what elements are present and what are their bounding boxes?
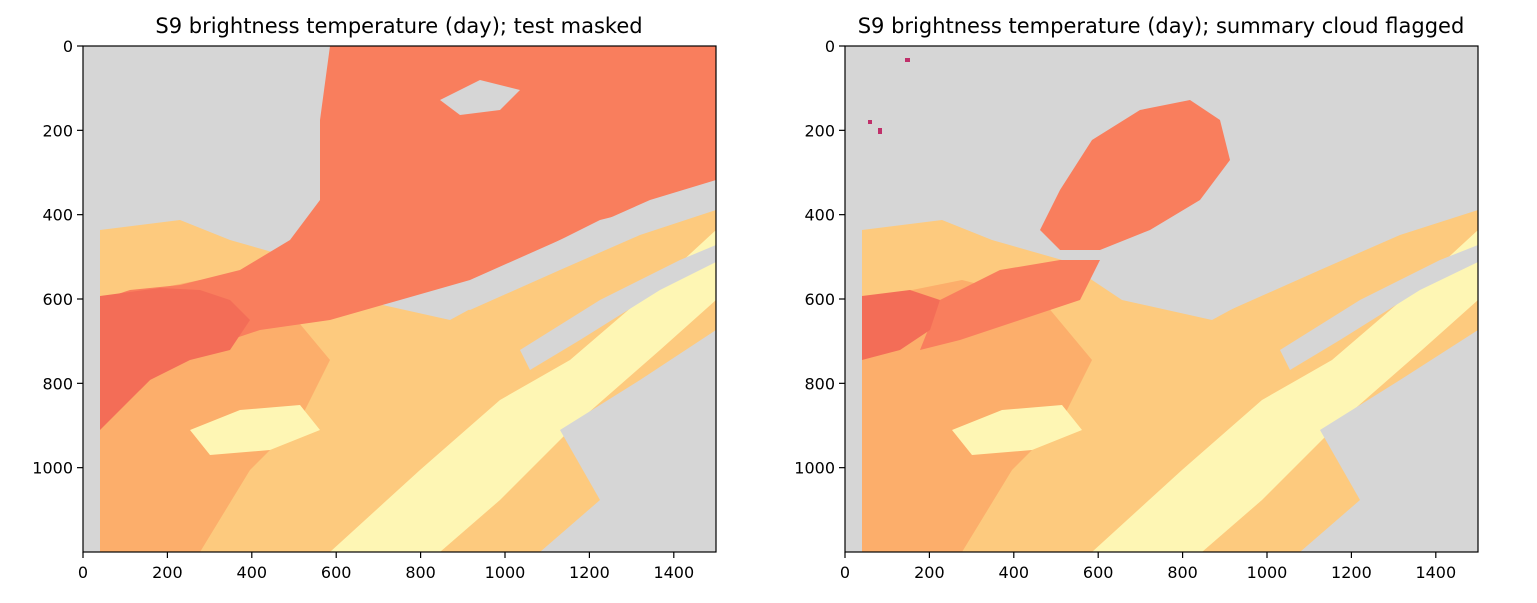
y-tick-label: 600 xyxy=(804,290,835,309)
axis-ticks: 0 200 400 600 800 1000 1200 1400 0 200 400 600 800 10… xyxy=(794,37,1456,582)
hot-region xyxy=(1092,230,1478,552)
masked-cloud xyxy=(520,245,716,370)
y-tick-label: 200 xyxy=(42,121,73,140)
masked-cloud xyxy=(845,46,1082,230)
masked-cloud xyxy=(440,80,520,115)
y-tick-label: 0 xyxy=(63,37,73,56)
masked-cloud xyxy=(1240,46,1478,210)
x-tick-label: 600 xyxy=(1083,563,1114,582)
y-tick-label: 800 xyxy=(42,374,73,393)
x-tick-label: 200 xyxy=(152,563,183,582)
x-tick-label: 200 xyxy=(914,563,945,582)
panel-test-masked: S9 brightness temperature (day); test ma… xyxy=(32,14,717,582)
heatmap-image xyxy=(83,46,716,552)
masked-cloud xyxy=(83,46,320,230)
axis-ticks: 0 200 400 600 800 1000 1200 1400 0 200 400 600 800 10… xyxy=(32,37,694,582)
x-tick-label: 400 xyxy=(999,563,1030,582)
masked-cloud xyxy=(430,190,716,310)
heatmap-image xyxy=(845,46,1478,552)
masked-cloud xyxy=(1280,245,1478,370)
chart-title: S9 brightness temperature (day); summary… xyxy=(858,14,1465,38)
sea-region xyxy=(920,260,1100,350)
x-tick-label: 1200 xyxy=(569,563,610,582)
x-tick-label: 1000 xyxy=(485,563,526,582)
y-tick-label: 400 xyxy=(42,206,73,225)
masked-cloud xyxy=(1190,190,1478,310)
y-tick-label: 400 xyxy=(804,206,835,225)
x-tick-label: 0 xyxy=(78,563,88,582)
masked-cloud xyxy=(845,230,862,552)
x-tick-label: 1200 xyxy=(1331,563,1372,582)
hot-region xyxy=(330,230,716,552)
x-tick-label: 1400 xyxy=(653,563,694,582)
x-tick-label: 1400 xyxy=(1415,563,1456,582)
sea-region-dark xyxy=(862,290,940,360)
sea-region-dark xyxy=(100,288,250,430)
x-tick-label: 0 xyxy=(840,563,850,582)
sea-region xyxy=(1040,100,1230,250)
sea-region xyxy=(100,46,716,420)
land-region-coast xyxy=(862,280,1092,552)
x-tick-label: 400 xyxy=(237,563,268,582)
masked-cloud xyxy=(540,330,716,552)
y-tick-label: 600 xyxy=(42,290,73,309)
y-tick-label: 1000 xyxy=(32,459,73,478)
y-tick-label: 800 xyxy=(804,374,835,393)
x-tick-label: 600 xyxy=(321,563,352,582)
chart-title: S9 brightness temperature (day); test ma… xyxy=(155,14,642,38)
x-tick-label: 800 xyxy=(405,563,436,582)
y-tick-label: 0 xyxy=(825,37,835,56)
y-tick-label: 200 xyxy=(804,121,835,140)
masked-cloud xyxy=(83,230,100,552)
x-tick-label: 1000 xyxy=(1247,563,1288,582)
masked-cloud xyxy=(1300,330,1478,552)
x-tick-label: 800 xyxy=(1167,563,1198,582)
hot-region xyxy=(952,405,1082,455)
hot-region xyxy=(190,405,320,455)
panel-summary-cloud-flagged: S9 brightness temperature (day); summary… xyxy=(794,14,1479,582)
y-tick-label: 1000 xyxy=(794,459,835,478)
